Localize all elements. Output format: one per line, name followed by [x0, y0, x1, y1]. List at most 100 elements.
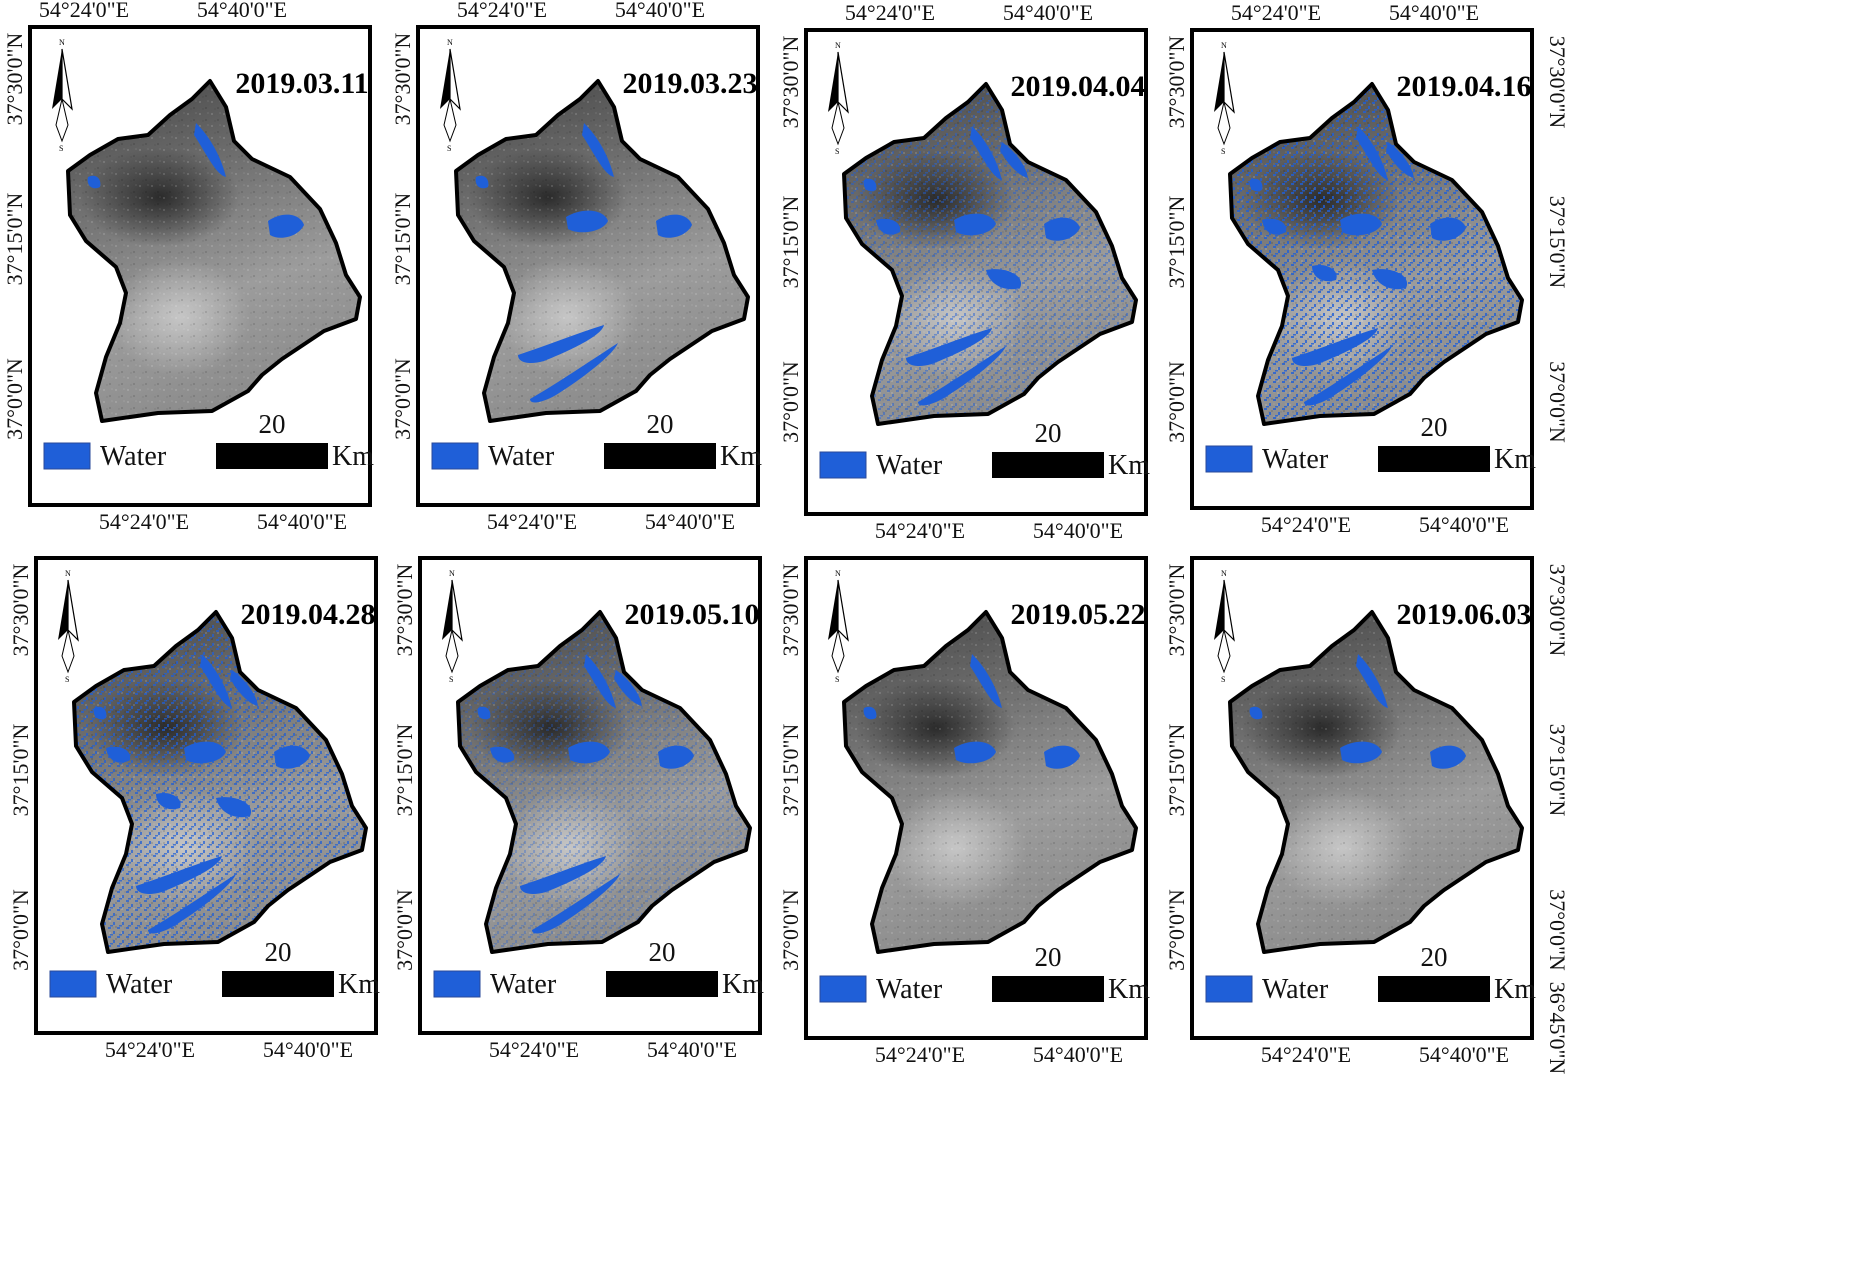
latitude-label-left: 37°0'0"N: [1164, 361, 1189, 443]
longitude-label-bottom: 54°24'0"E: [1261, 1042, 1351, 1067]
arrow-right-half: [1223, 579, 1235, 642]
north-arrow-icon: NS: [828, 41, 849, 156]
map-date-title: 2019.03.23: [623, 67, 758, 100]
longitude-label-top: 54°24'0"E: [845, 0, 935, 25]
map-date-title: 2019.04.16: [1397, 70, 1532, 103]
arrow-right-half: [67, 579, 79, 642]
longitude-label-bottom: 54°24'0"E: [875, 518, 965, 543]
latitude-label-right: 37°15'0"N: [1545, 724, 1570, 817]
south-label: S: [1221, 675, 1225, 684]
latitude-label-left: 37°15'0"N: [778, 196, 803, 289]
latitude-label-left: 37°30'0"N: [2, 33, 27, 126]
scale-bar-unit: Km: [1108, 974, 1150, 1005]
map-date-title: 2019.03.11: [235, 67, 368, 100]
water-body: [954, 741, 996, 764]
north-label: N: [447, 38, 453, 47]
scale-bar: [992, 452, 1104, 478]
water-body: [530, 343, 618, 403]
north-label: N: [835, 569, 841, 578]
longitude-label-top: 54°24'0"E: [457, 0, 547, 22]
scale-bar-unit: Km: [722, 969, 764, 1000]
latitude-label-left: 37°30'0"N: [392, 564, 417, 657]
arrow-south-part: [831, 101, 845, 146]
longitude-label-bottom: 54°24'0"E: [105, 1037, 195, 1062]
south-label: S: [447, 144, 451, 153]
longitude-label-bottom: 54°24'0"E: [99, 509, 189, 534]
arrow-south-part: [55, 98, 69, 143]
arrow-left-half: [828, 52, 838, 112]
scale-bar-unit: Km: [1108, 450, 1150, 481]
water-body: [87, 175, 101, 189]
latitude-label-right: 37°30'0"N: [1545, 564, 1570, 657]
legend-water-label: Water: [1262, 974, 1329, 1005]
arrow-right-half: [837, 51, 849, 114]
legend-water-label: Water: [876, 974, 943, 1005]
longitude-label-bottom: 54°40'0"E: [1033, 1042, 1123, 1067]
arrow-south-part: [831, 629, 845, 674]
water-body: [518, 325, 604, 363]
north-arrow-icon: NS: [828, 569, 849, 684]
latitude-label-left: 37°30'0"N: [1164, 36, 1189, 129]
north-arrow-icon: NS: [1214, 41, 1235, 156]
legend-water-label: Water: [100, 441, 167, 472]
longitude-label-bottom: 54°40'0"E: [257, 509, 347, 534]
latitude-label-right: 37°0'0"N: [1545, 889, 1570, 971]
arrow-right-half: [451, 579, 463, 642]
arrow-south-part: [1217, 629, 1231, 674]
longitude-label-top: 54°24'0"E: [1231, 0, 1321, 25]
north-label: N: [59, 38, 65, 47]
legend-water-label: Water: [490, 969, 557, 1000]
latitude-label-left: 37°0'0"N: [778, 889, 803, 971]
scale-bar-value: 20: [265, 937, 292, 967]
scale-bar-unit: Km: [332, 441, 374, 472]
scale-bar: [222, 971, 334, 997]
scale-bar-unit: Km: [720, 441, 762, 472]
latitude-label-left: 37°30'0"N: [390, 33, 415, 126]
arrow-left-half: [1214, 52, 1224, 112]
arrow-right-half: [449, 48, 461, 111]
water-body: [475, 175, 489, 189]
longitude-label-top: 54°24'0"E: [39, 0, 129, 22]
map-date-title: 2019.05.22: [1011, 598, 1146, 631]
latitude-label-left: 37°0'0"N: [2, 358, 27, 440]
latitude-label-left: 37°0'0"N: [1164, 889, 1189, 971]
longitude-label-bottom: 54°40'0"E: [263, 1037, 353, 1062]
scale-bar: [992, 976, 1104, 1002]
longitude-label-top: 54°40'0"E: [1003, 0, 1093, 25]
legend-water-swatch: [1205, 975, 1253, 1003]
legend-water-swatch: [819, 975, 867, 1003]
longitude-label-top: 54°40'0"E: [1389, 0, 1479, 25]
scale-bar-value: 20: [1035, 942, 1062, 972]
water-body: [1249, 706, 1263, 720]
arrow-south-part: [1217, 101, 1231, 146]
map-date-title: 2019.06.03: [1397, 598, 1532, 631]
longitude-label-bottom: 54°40'0"E: [1419, 1042, 1509, 1067]
map-date-title: 2019.04.28: [241, 598, 376, 631]
latitude-label-left: 37°15'0"N: [1164, 724, 1189, 817]
north-arrow-icon: NS: [440, 38, 461, 153]
latitude-label-right: 37°30'0"N: [1545, 36, 1570, 129]
latitude-label-left: 37°30'0"N: [778, 564, 803, 657]
latitude-label-left: 37°30'0"N: [1164, 564, 1189, 657]
north-arrow-icon: NS: [58, 569, 79, 684]
arrow-south-part: [443, 98, 457, 143]
north-arrow-icon: NS: [1214, 569, 1235, 684]
water-body: [1044, 745, 1080, 769]
latitude-label-left: 37°15'0"N: [392, 724, 417, 817]
south-label: S: [835, 147, 839, 156]
scale-bar-unit: Km: [1494, 444, 1536, 475]
longitude-label-bottom: 54°24'0"E: [487, 509, 577, 534]
region-outline: [72, 610, 368, 954]
latitude-label-right: 37°15'0"N: [1545, 196, 1570, 289]
latitude-label-left: 37°15'0"N: [2, 193, 27, 286]
map-date-title: 2019.05.10: [625, 598, 760, 631]
latitude-label-left: 37°15'0"N: [390, 193, 415, 286]
water-body: [970, 654, 1002, 708]
latitude-label-left: 37°0'0"N: [392, 889, 417, 971]
region-outline: [842, 610, 1138, 954]
legend-water-swatch: [49, 970, 97, 998]
arrow-left-half: [442, 580, 452, 640]
